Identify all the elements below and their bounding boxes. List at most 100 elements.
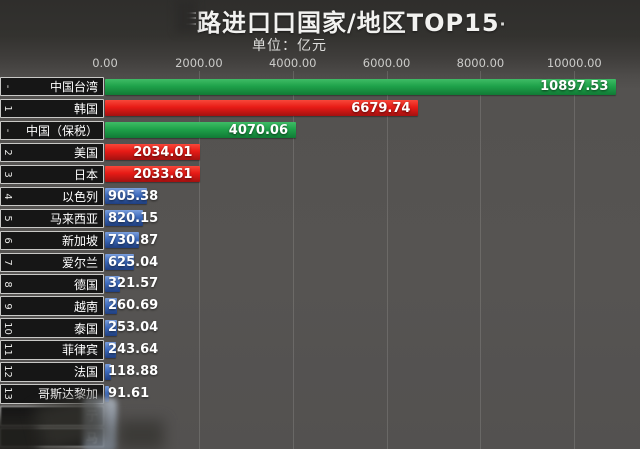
category-label-box: 5 马来西亚 — [0, 208, 104, 229]
value-label: 118.88 — [108, 364, 159, 380]
value-bar — [105, 122, 296, 139]
category-label-box: - 中国台湾 — [0, 77, 104, 97]
table-row: 7 爱尔兰 625.04 — [0, 252, 640, 274]
value-bar — [105, 363, 111, 380]
axis-tick: 6000.00 — [362, 56, 411, 70]
value-label: 243.64 — [108, 342, 159, 358]
table-row: - 中国台湾 10897.53 — [0, 76, 640, 98]
category-label-box: 3 日本 — [0, 164, 104, 185]
rank-label: 1 — [2, 105, 13, 112]
axis-tick: 4000.00 — [268, 56, 317, 70]
rank-label: 2 — [2, 149, 13, 156]
table-row: 5 马来西亚 820.15 — [0, 208, 640, 230]
rank-label: 9 — [2, 302, 13, 310]
table-row: 亍 — [0, 405, 640, 427]
gridline — [292, 71, 294, 449]
axis-tick: 0.00 — [92, 56, 118, 70]
table-row: 4 以色列 905.38 — [0, 186, 640, 208]
category-label-box: - 中国（保税） — [0, 120, 104, 141]
value-label: 2033.61 — [133, 166, 193, 182]
table-row: 9 越南 260.69 — [0, 295, 640, 317]
country-label: 日本 — [73, 167, 98, 182]
category-label-box: 11 菲律宾 — [0, 340, 104, 360]
country-label: 菲律宾 — [61, 343, 98, 358]
gridline — [198, 71, 200, 449]
category-label-box: 9 越南 — [0, 296, 104, 316]
value-bar — [105, 275, 121, 292]
gridline — [574, 71, 576, 449]
category-label-box: 2 美国 — [0, 142, 104, 163]
category-label-box: 8 德国 — [0, 274, 104, 294]
value-bar — [105, 188, 148, 205]
value-label: 321.57 — [108, 276, 159, 292]
country-label: 新加坡 — [61, 233, 98, 248]
unit-label: 单位：亿元 — [252, 38, 327, 54]
table-row: 3 日本 2033.61 — [0, 164, 640, 186]
category-label-box: 7 爱尔兰 — [0, 252, 104, 272]
country-label: 马来西亚 — [49, 211, 98, 226]
category-label-box: 马 — [0, 428, 104, 448]
value-bar — [105, 100, 419, 117]
table-row: 1 韩国 6679.74 — [0, 98, 640, 120]
country-label: 马 — [85, 431, 98, 446]
table-row: 10 泰国 253.04 — [0, 317, 640, 339]
chart-title-wrap: 路进口口国家/地区TOP15· — [186, 3, 507, 38]
value-bar — [105, 210, 144, 227]
value-label: 905.38 — [108, 188, 159, 204]
value-bar — [105, 78, 617, 95]
table-row: 2 美国 2034.01 — [0, 142, 640, 164]
value-bar — [105, 166, 201, 183]
rank-label: 13 — [2, 387, 13, 401]
table-row: 6 新加坡 730.87 — [0, 230, 640, 252]
category-label-box: 1 韩国 — [0, 98, 104, 119]
category-label-box: 4 以色列 — [0, 186, 104, 207]
title-trailing-dot: · — [499, 14, 507, 34]
chart-title-text: 路进口口国家/地区TOP15 — [197, 9, 500, 37]
category-label-box: 6 新加坡 — [0, 230, 104, 250]
value-label: 730.87 — [108, 232, 159, 248]
table-row: - 中国（保税） 4070.06 — [0, 120, 640, 142]
rank-label: 12 — [2, 365, 13, 379]
category-label-box: 亍 — [0, 406, 104, 426]
value-bar — [105, 319, 117, 336]
country-label: 韩国 — [73, 102, 98, 117]
axis-tick: 10000.00 — [546, 56, 602, 70]
rank-label: 7 — [2, 259, 13, 266]
value-bar — [105, 341, 117, 358]
country-label: 美国 — [73, 146, 98, 161]
value-label: 820.15 — [108, 210, 159, 226]
gridline — [480, 71, 482, 449]
category-label-box: 13 哥斯达黎加 — [0, 384, 104, 404]
value-label: 4070.06 — [228, 122, 288, 138]
value-label: 260.69 — [108, 298, 159, 314]
gridline — [386, 71, 388, 449]
title-smudge-overlay — [176, 0, 196, 32]
value-bar — [105, 254, 135, 270]
value-bar — [105, 144, 201, 161]
country-label: 中国台湾 — [49, 80, 98, 95]
country-label: 中国（保税） — [25, 124, 98, 139]
axis-tick: 2000.00 — [175, 56, 223, 70]
country-label: 越南 — [73, 299, 98, 314]
table-row: 13 哥斯达黎加 91.61 — [0, 383, 640, 405]
country-label: 哥斯达黎加 — [37, 387, 98, 402]
value-bar — [105, 232, 140, 249]
page-title: 路进口口国家/地区TOP15· — [197, 3, 507, 38]
table-row: 马 — [0, 427, 640, 449]
table-row: 12 法国 118.88 — [0, 361, 640, 383]
country-label: 以色列 — [61, 189, 98, 204]
value-bar — [105, 297, 118, 314]
category-label-box: 10 泰国 — [0, 318, 104, 338]
rank-label: 8 — [2, 280, 13, 288]
rank-label: 10 — [2, 321, 13, 335]
rank-label: - — [2, 84, 13, 89]
rank-label: - — [2, 128, 13, 133]
bar-rows: - 中国台湾 10897.53 1 韩国 6679.74 - 中国（保税） 40… — [0, 76, 640, 449]
country-label: 爱尔兰 — [61, 255, 98, 270]
country-label: 德国 — [73, 277, 98, 292]
value-label: 6679.74 — [351, 100, 411, 116]
table-row: 11 菲律宾 243.64 — [0, 339, 640, 361]
table-row: 8 德国 321.57 — [0, 273, 640, 295]
value-label: 10897.53 — [540, 79, 609, 94]
